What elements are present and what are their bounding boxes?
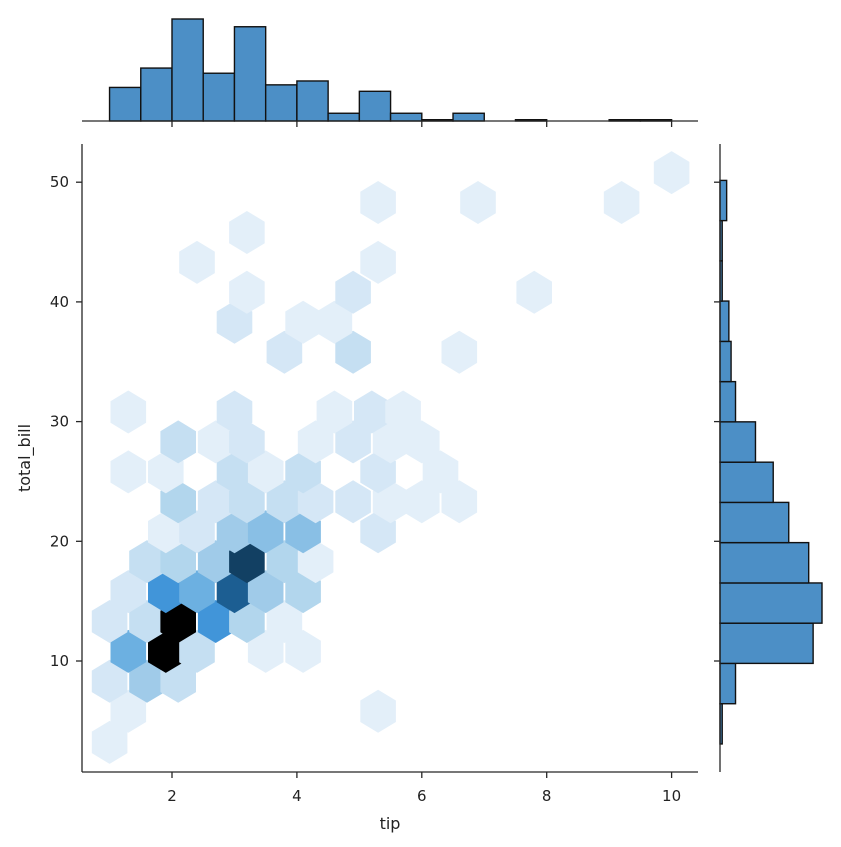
marginal-y-bar: [719, 582, 823, 624]
hexbin-cell: [360, 240, 396, 284]
marginal-y-bar: [719, 300, 730, 343]
marginal-y-bar: [719, 662, 737, 705]
hexbin-cell: [91, 600, 128, 643]
marginal-x-bar: [140, 67, 173, 122]
hexbin-cell: [460, 181, 496, 224]
x-tick-label: 4: [292, 787, 302, 805]
y-axis-label: total_bill: [15, 424, 35, 492]
hexbin-cell: [91, 659, 128, 703]
x-tick-label: 8: [542, 787, 552, 805]
marginal-x-bar: [296, 80, 329, 122]
marginal-y-bar: [719, 461, 774, 504]
hexbin-cell: [129, 540, 165, 584]
marginal-x-bar: [233, 26, 267, 122]
hexbin-cell: [247, 450, 284, 494]
marginal-x-bar: [358, 90, 392, 122]
hexbin-cell: [266, 330, 303, 374]
hexbin-cell: [216, 390, 253, 434]
hexbin-cell: [160, 420, 196, 464]
hexbin-cell: [653, 151, 690, 195]
hexbin-cell: [197, 540, 234, 584]
hexbin-cell: [197, 480, 234, 524]
hexbin-cell: [297, 420, 334, 464]
marginal-y-bar: [719, 380, 737, 423]
hexbin-cell: [285, 629, 321, 673]
marginal-y-bar: [719, 179, 728, 222]
y-tick-label: 50: [50, 173, 69, 191]
hexbin-cell: [441, 480, 478, 524]
hexbin-cell: [603, 181, 640, 224]
hexbin-cell: [335, 270, 371, 314]
hexbin-cell: [229, 211, 265, 254]
marginal-x-bar: [264, 84, 298, 122]
hexbin-cell: [404, 480, 440, 524]
marginal-y-bar: [719, 501, 790, 544]
hexbin-cell: [266, 540, 303, 584]
hexbin-cell: [129, 659, 165, 703]
hexbin-cell: [422, 450, 459, 494]
hexbin-cell: [385, 390, 421, 434]
hexbin-cell: [404, 420, 440, 464]
hexbin-cell: [247, 570, 284, 614]
y-tick-label: 20: [50, 532, 69, 550]
marginal-y-bar: [719, 340, 732, 383]
y-axis-ticks: 10 20 30 40 50: [50, 173, 82, 670]
x-tick-label: 6: [417, 787, 427, 805]
x-axis-ticks: 2 4 6 8 10: [167, 772, 681, 805]
hexbin-cell: [197, 420, 234, 464]
hexbin-cell: [179, 510, 215, 554]
hexbin-cell: [516, 270, 552, 314]
marginal-x-bar: [202, 72, 236, 122]
y-tick-label: 30: [50, 413, 69, 431]
marginal-y-bar: [719, 421, 757, 463]
hexbin-cell: [266, 600, 303, 643]
hexbin-cell: [247, 510, 284, 554]
hexbin-cell: [179, 240, 215, 284]
hexbin-cell: [316, 300, 353, 344]
hexbin-cell: [285, 300, 321, 344]
x-tick-label: 10: [662, 787, 681, 805]
marginal-x-bar: [327, 112, 361, 122]
y-tick-label: 10: [50, 652, 69, 670]
x-tick-label: 2: [167, 787, 177, 805]
marginal-x-bar: [389, 112, 423, 122]
hexbin-cell: [335, 330, 371, 374]
hexbin-cell: [266, 480, 303, 524]
marginal-x-histogram: [108, 18, 673, 122]
hexbin-cell: [360, 181, 396, 224]
hexbin-cell: [91, 720, 128, 764]
marginal-y-bar: [719, 541, 810, 584]
hexbin-cell: [316, 390, 353, 434]
marginal-x-bar: [452, 112, 485, 122]
y-tick-label: 40: [50, 293, 69, 311]
marginal-y-bar: [719, 622, 814, 665]
hexbin-cell: [197, 600, 234, 643]
hexbin-cell: [179, 570, 215, 614]
hexbin-cell: [129, 600, 165, 643]
hexbin-cell: [229, 270, 265, 314]
marginal-x-ticks: [171, 121, 673, 127]
hexbin-cell: [441, 330, 478, 374]
marginal-y-ticks: [714, 181, 720, 662]
marginal-y-histogram: [719, 179, 823, 745]
hexbin-cell: [335, 420, 371, 464]
hexbin-cell: [110, 570, 147, 614]
hexbin-cell: [335, 480, 371, 524]
hexbin-cell: [360, 689, 396, 733]
hexbin-cell: [110, 689, 147, 733]
hexbin-cell: [110, 450, 147, 494]
hexbin-cell: [354, 390, 390, 434]
hexbin-cell: [110, 629, 147, 673]
x-axis-label: tip: [380, 814, 401, 833]
hexbin-cell: [110, 390, 147, 434]
hexbin-cell: [247, 629, 284, 673]
marginal-x-bar: [108, 86, 142, 122]
marginal-x-bar: [171, 18, 204, 122]
hexbin-cell: [179, 629, 215, 673]
hexbin-layer: [91, 151, 690, 764]
